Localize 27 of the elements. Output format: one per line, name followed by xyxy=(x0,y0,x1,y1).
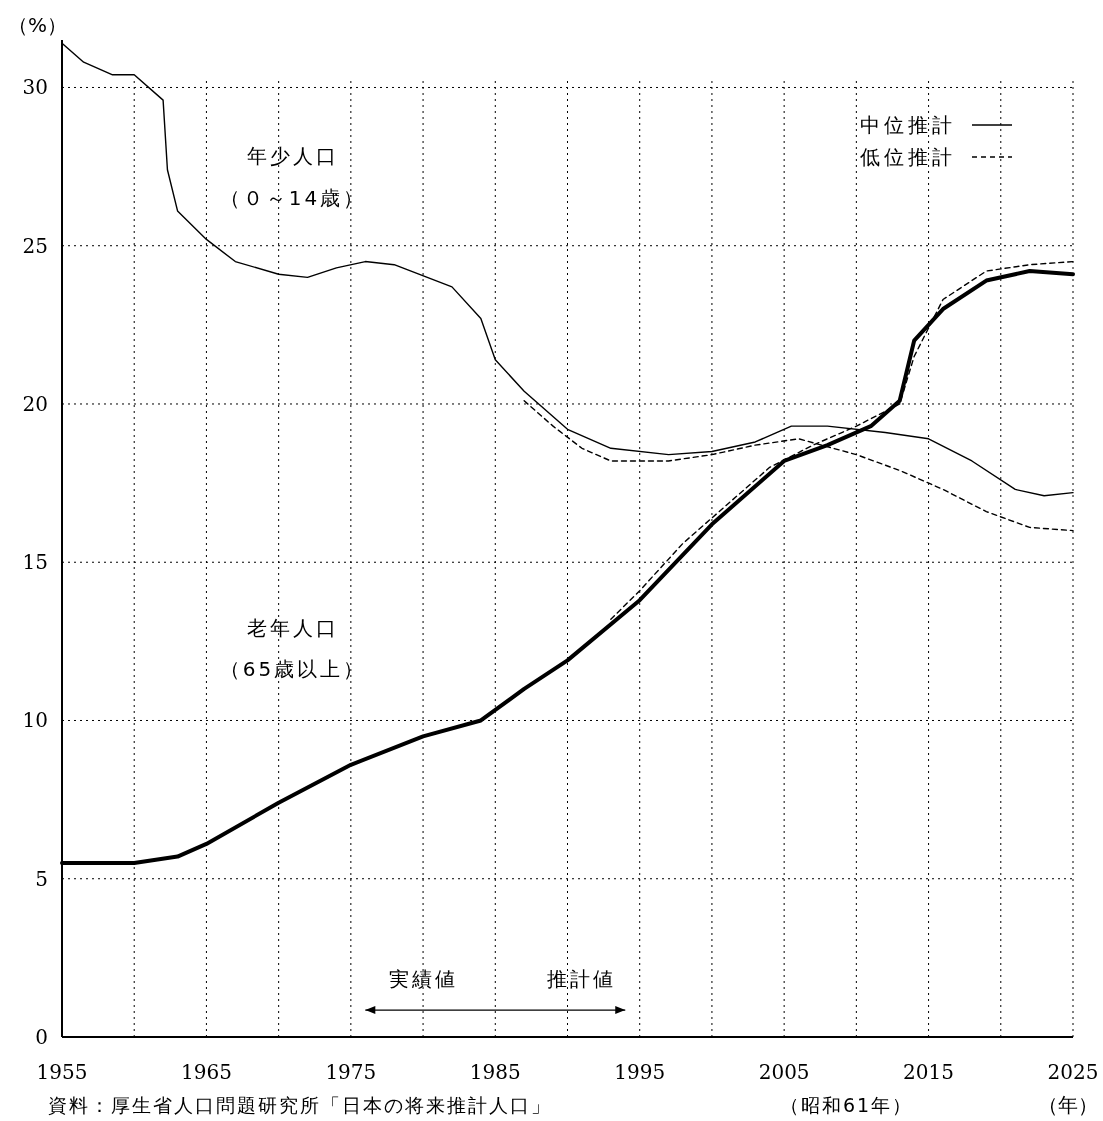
annotation: 老年人口 xyxy=(247,616,340,641)
x-tick-label: 1965 xyxy=(180,1060,232,1084)
y-tick-label: 10 xyxy=(22,708,48,733)
annotation: （65歳以上） xyxy=(219,657,367,682)
x-tick-label: 2005 xyxy=(758,1060,810,1084)
annotation: 年少人口 xyxy=(247,144,340,169)
y-tick-label: 15 xyxy=(22,550,48,575)
y-tick-label: 0 xyxy=(35,1025,48,1049)
y-tick-label: 20 xyxy=(22,391,48,416)
x-tick-label: 1955 xyxy=(36,1060,88,1084)
x-tick-label: 2015 xyxy=(903,1060,955,1084)
x-tick-label: 1975 xyxy=(325,1060,377,1084)
text: （昭和61年） xyxy=(780,1094,914,1116)
y-tick-label: 25 xyxy=(22,233,48,258)
legend-label: 低位推計 xyxy=(860,145,956,169)
legend-label: 中位推計 xyxy=(860,113,956,137)
text: 資料：厚生省人口問題研究所「日本の将来推計人口」 xyxy=(48,1094,552,1116)
y-axis-title: （%） xyxy=(8,13,68,37)
annotation: （０～14歳） xyxy=(219,185,367,210)
annotation: 推計値 xyxy=(547,967,617,992)
x-axis-title: （年） xyxy=(1038,1093,1098,1117)
x-tick-label: 1995 xyxy=(614,1060,666,1084)
x-tick-label: 1985 xyxy=(469,1060,521,1084)
x-tick-label: 2025 xyxy=(1047,1060,1099,1084)
y-tick-label: 5 xyxy=(35,866,48,891)
annotation: 実績値 xyxy=(388,967,458,992)
y-tick-label: 30 xyxy=(22,75,48,100)
